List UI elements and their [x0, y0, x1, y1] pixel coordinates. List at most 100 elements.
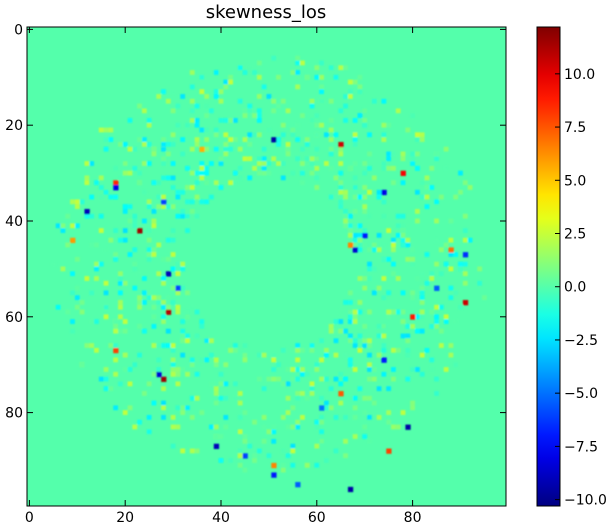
heatmap-cell	[328, 146, 334, 152]
heatmap-cell	[165, 304, 171, 310]
heatmap-cell	[74, 256, 80, 262]
heatmap-cell	[300, 371, 305, 377]
heatmap-cell	[213, 357, 219, 363]
heatmap-cell	[170, 185, 176, 190]
heatmap-cell	[103, 137, 109, 142]
heatmap-cell	[357, 386, 363, 392]
heatmap-hotspot	[362, 232, 368, 239]
heatmap-cell	[113, 343, 119, 348]
heatmap-hotspot	[347, 486, 354, 493]
heatmap-cell	[247, 103, 253, 109]
heatmap-cell	[347, 319, 353, 324]
heatmap-cell	[295, 424, 301, 430]
heatmap-cell	[295, 391, 301, 396]
heatmap-cell	[290, 376, 296, 382]
heatmap-hotspot	[448, 247, 454, 253]
heatmap-cell	[386, 165, 392, 171]
heatmap-cell	[458, 266, 463, 272]
heatmap-cell	[414, 189, 420, 195]
heatmap-cell	[295, 122, 301, 128]
heatmap-cell	[367, 352, 372, 358]
heatmap-cell	[300, 180, 305, 186]
heatmap-cell	[161, 89, 166, 95]
heatmap-cell	[161, 175, 166, 181]
heatmap-cell	[199, 410, 205, 415]
heatmap-cell	[271, 376, 277, 382]
heatmap-cell	[223, 146, 229, 152]
heatmap-cell	[261, 161, 267, 166]
heatmap-cell	[300, 165, 305, 171]
heatmap-cell	[314, 419, 320, 425]
heatmap-cell	[276, 161, 281, 166]
heatmap-cell	[213, 70, 219, 75]
heatmap-cell	[261, 424, 267, 430]
heatmap-cell	[391, 424, 396, 430]
heatmap-cell	[323, 405, 329, 411]
heatmap-cell	[89, 290, 95, 296]
heatmap-cell	[314, 74, 320, 80]
heatmap-cell	[333, 74, 339, 80]
heatmap-cell	[137, 304, 142, 310]
heatmap-cell	[443, 367, 449, 372]
heatmap-cell	[419, 328, 425, 334]
heatmap-cell	[118, 175, 123, 181]
heatmap-cell	[414, 218, 420, 224]
heatmap-cell	[165, 328, 171, 334]
heatmap-cell	[228, 458, 233, 463]
heatmap-cell	[386, 419, 392, 425]
heatmap-cell	[343, 118, 348, 123]
heatmap-cell	[328, 137, 334, 142]
heatmap-cell	[213, 400, 219, 406]
heatmap-cell	[328, 65, 334, 71]
heatmap-cell	[328, 127, 334, 133]
heatmap-hotspot	[242, 453, 248, 459]
heatmap-cell	[180, 213, 186, 219]
heatmap-cell	[185, 213, 190, 219]
heatmap-cell	[405, 127, 411, 133]
heatmap-cell	[84, 161, 90, 166]
heatmap-cell	[357, 347, 363, 353]
heatmap-cell	[170, 237, 176, 243]
heatmap-cell	[89, 343, 95, 348]
heatmap-cell	[429, 309, 435, 315]
heatmap-cell	[347, 94, 353, 99]
heatmap-cell	[122, 161, 128, 166]
heatmap-cell	[285, 410, 291, 415]
heatmap-cell	[309, 381, 315, 387]
heatmap-cell	[218, 371, 224, 377]
colorbar-tick-label: 7.5	[564, 120, 586, 136]
colorbar	[536, 26, 561, 507]
heatmap-cell	[300, 60, 305, 66]
heatmap-hotspot	[381, 189, 387, 196]
heatmap-cell	[252, 453, 257, 459]
heatmap-cell	[118, 328, 123, 334]
heatmap-cell	[405, 333, 411, 339]
heatmap-cell	[261, 352, 267, 358]
heatmap-cell	[151, 252, 157, 257]
heatmap-cell	[347, 300, 353, 305]
heatmap-cell	[357, 223, 363, 229]
heatmap-cell	[84, 175, 90, 181]
heatmap-cell	[204, 180, 210, 186]
heatmap-cell	[137, 295, 142, 301]
heatmap-cell	[381, 132, 387, 138]
heatmap-cell	[98, 213, 104, 219]
heatmap-cell	[290, 132, 296, 138]
heatmap-cell	[357, 84, 363, 90]
heatmap-cell	[319, 419, 324, 425]
heatmap-cell	[146, 199, 152, 205]
heatmap-cell	[386, 228, 392, 233]
heatmap-cell	[218, 161, 224, 166]
heatmap-cell	[79, 362, 85, 368]
heatmap-cell	[352, 118, 358, 123]
heatmap-cell	[242, 438, 248, 444]
heatmap-cell	[443, 165, 449, 171]
heatmap-cell	[347, 232, 353, 238]
heatmap-cell	[309, 386, 315, 392]
heatmap-cell	[199, 127, 205, 133]
heatmap-cell	[237, 98, 243, 104]
heatmap-cell	[213, 362, 219, 368]
heatmap-cell	[232, 118, 238, 123]
heatmap-cell	[213, 89, 219, 95]
heatmap-cell	[323, 347, 329, 353]
